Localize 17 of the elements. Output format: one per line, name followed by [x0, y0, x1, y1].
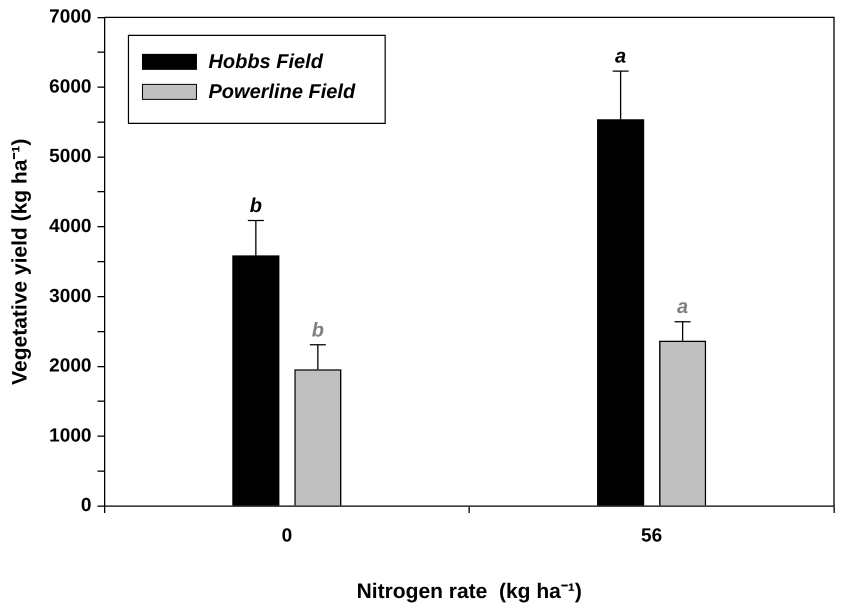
data-label: b [312, 319, 324, 342]
data-label: b [250, 195, 262, 218]
y-axis-title: Vegetative yield (kg ha⁻¹) [8, 138, 32, 385]
x-axis-title: Nitrogen rate (kg ha⁻¹) [356, 580, 582, 604]
y-tick-label: 2000 [49, 356, 92, 377]
y-tick-label: 0 [80, 495, 92, 516]
x-tick-label: 56 [641, 526, 662, 547]
y-tick-label: 1000 [49, 425, 92, 446]
data-label: a [615, 46, 626, 68]
y-tick-label: 7000 [49, 6, 92, 28]
y-tick-label: 4000 [49, 216, 92, 238]
legend-label: Powerline Field [208, 80, 356, 103]
y-tick-label: 6000 [49, 76, 92, 98]
y-tick-label: 3000 [49, 286, 92, 307]
data-label: a [677, 296, 688, 318]
legend-label: Hobbs Field [208, 50, 324, 73]
y-tick-label: 5000 [49, 146, 92, 168]
